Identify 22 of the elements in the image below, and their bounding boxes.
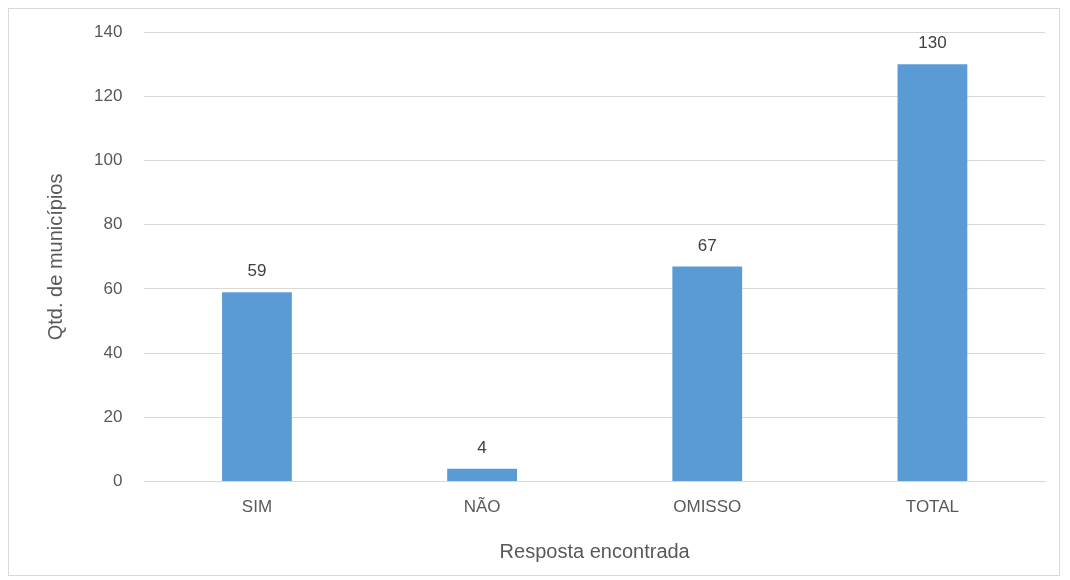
y-tick-label: 60 bbox=[103, 278, 123, 298]
data-label: 4 bbox=[477, 437, 487, 457]
bar bbox=[672, 266, 743, 482]
data-label: 59 bbox=[247, 261, 267, 281]
x-tick-label: OMISSO bbox=[673, 497, 742, 517]
x-tick-label: NÃO bbox=[463, 497, 501, 517]
bar bbox=[447, 468, 517, 482]
x-tick-label: TOTAL bbox=[905, 497, 960, 517]
y-axis-title: Qtd. de municípios bbox=[43, 173, 66, 341]
x-axis-title: Resposta encontrada bbox=[499, 539, 691, 562]
y-tick-label: 120 bbox=[93, 86, 123, 106]
y-tick-label: 0 bbox=[112, 471, 123, 491]
y-tick-label: 100 bbox=[93, 150, 123, 170]
x-tick-label: SIM bbox=[241, 497, 273, 517]
y-tick-label: 80 bbox=[103, 214, 123, 234]
y-tick-label: 140 bbox=[93, 21, 123, 41]
data-label: 67 bbox=[697, 235, 717, 255]
y-tick-label: 40 bbox=[103, 342, 123, 362]
bar bbox=[222, 292, 292, 482]
bar bbox=[897, 64, 968, 482]
y-tick-label: 20 bbox=[103, 407, 123, 427]
data-label: 130 bbox=[918, 33, 947, 53]
